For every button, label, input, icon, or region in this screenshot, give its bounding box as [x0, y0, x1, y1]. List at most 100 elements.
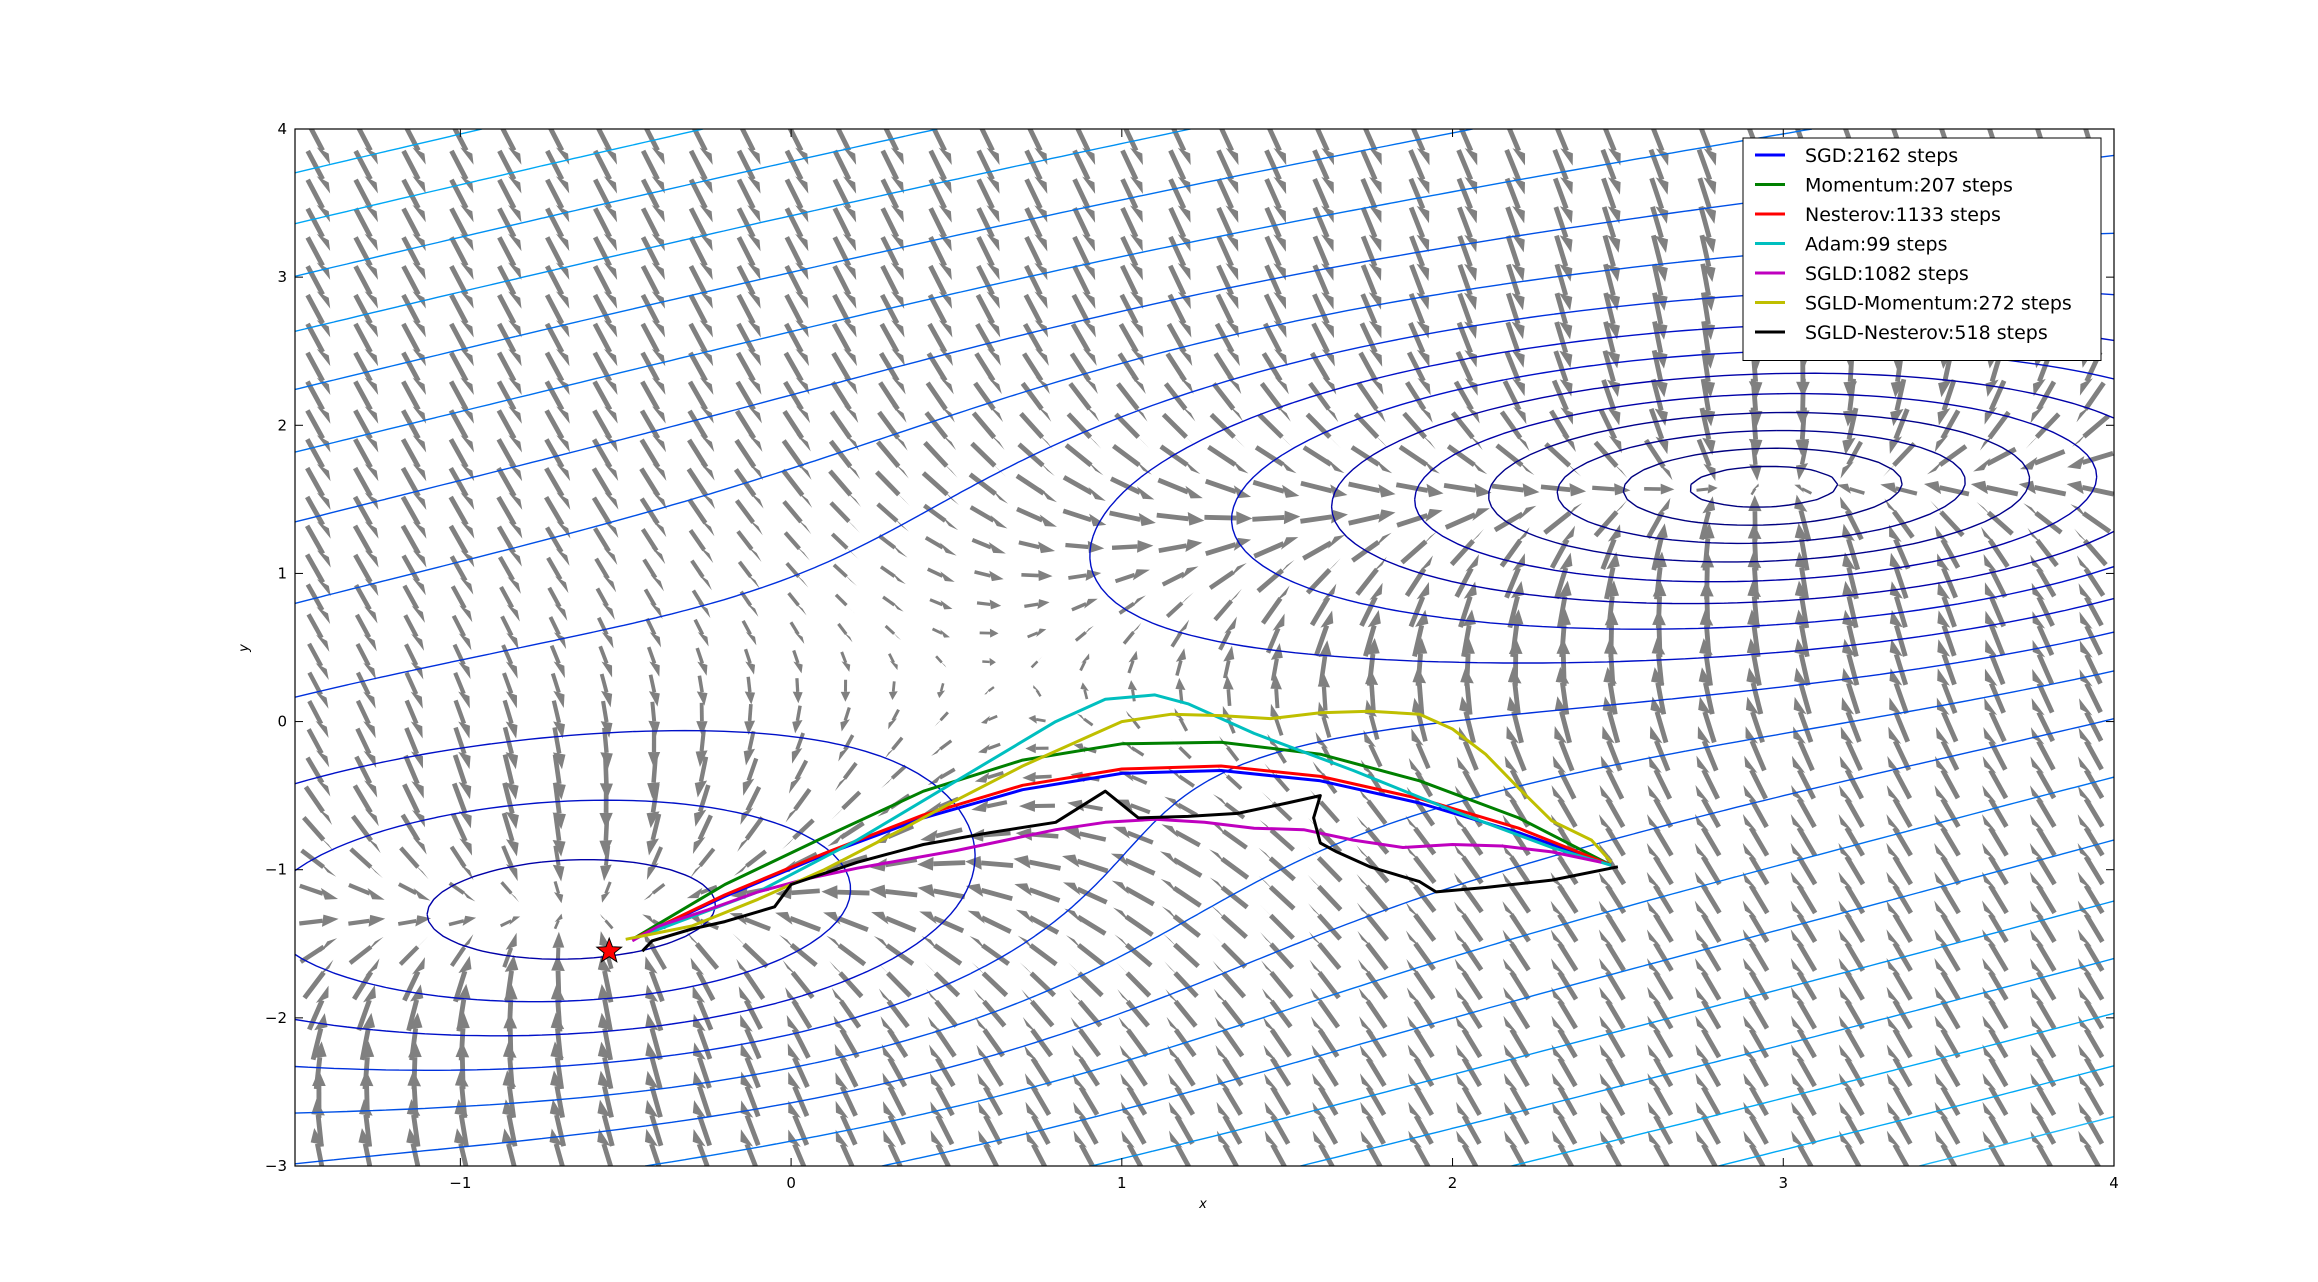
- quiver-arrow: [1081, 653, 1090, 670]
- quiver-arrow: [968, 911, 1011, 932]
- quiver-arrow: [1158, 480, 1202, 498]
- quiver-arrow: [878, 442, 909, 479]
- quiver-arrow: [1064, 477, 1106, 501]
- quiver-arrow: [2020, 451, 2065, 469]
- quiver-arrow: [1646, 440, 1672, 480]
- quiver-arrow: [978, 744, 1000, 753]
- quiver-arrow: [823, 912, 868, 930]
- quiver-arrow: [789, 593, 807, 615]
- quiver-arrow: [870, 885, 918, 899]
- quiver-arrow: [549, 588, 567, 621]
- y-tick-label: −3: [265, 1157, 287, 1175]
- quiver-arrow: [300, 886, 338, 900]
- quiver-arrow: [1271, 643, 1283, 681]
- quiver-arrow: [643, 529, 665, 564]
- quiver-arrow: [786, 789, 810, 822]
- quiver-arrow: [741, 592, 758, 617]
- quiver-arrow: [972, 540, 1005, 554]
- quiver-arrow: [878, 504, 909, 532]
- quiver-arrow: [1212, 933, 1246, 967]
- quiver-arrow: [1017, 476, 1057, 502]
- quiver-arrow: [1349, 509, 1396, 523]
- quiver-arrow: [1223, 646, 1234, 678]
- quiver-arrow: [972, 443, 1006, 477]
- quiver-arrow: [692, 561, 712, 591]
- quiver-arrow: [1446, 508, 1490, 527]
- quiver-arrow: [1215, 589, 1242, 620]
- quiver-arrow: [834, 565, 857, 586]
- quiver-arrow: [883, 597, 904, 612]
- quiver-arrow: [785, 533, 810, 561]
- quiver-arrow: [1357, 557, 1387, 595]
- y-tick-label: 3: [277, 268, 287, 286]
- quiver-arrow: [886, 626, 901, 640]
- quiver-arrow: [881, 766, 905, 788]
- x-tick-label: 3: [1778, 1174, 1788, 1192]
- quiver-arrow: [1211, 905, 1247, 937]
- quiver-arrow: [1924, 481, 1969, 494]
- quiver-arrow: [1072, 599, 1098, 610]
- quiver-arrow: [597, 589, 615, 621]
- quiver-arrow: [600, 728, 613, 769]
- quiver-arrow: [599, 618, 614, 649]
- quiver-arrow: [645, 589, 662, 619]
- quiver-arrow: [1111, 854, 1155, 874]
- quiver-arrow: [831, 792, 859, 820]
- quiver-arrow: [830, 471, 861, 507]
- quiver-arrow: [348, 915, 385, 927]
- quiver-arrow: [1017, 509, 1057, 527]
- quiver-arrow: [738, 531, 762, 562]
- y-tick-label: 1: [277, 564, 287, 582]
- quiver-arrow: [889, 681, 898, 700]
- legend-label-7: SGLD-Nesterov:518 steps: [1805, 322, 2048, 344]
- quiver-arrow: [1115, 569, 1149, 581]
- quiver-arrow: [1308, 875, 1341, 910]
- quiver-arrow: [1541, 483, 1586, 496]
- quiver-arrow: [779, 935, 816, 965]
- quiver-arrow: [980, 629, 999, 638]
- quiver-arrow: [1019, 800, 1055, 812]
- quiver-arrow: [745, 649, 755, 674]
- quiver-arrow: [1161, 824, 1199, 845]
- quiver-arrow: [821, 885, 869, 899]
- quiver-arrow: [793, 650, 802, 673]
- quiver-arrow: [648, 729, 660, 768]
- quiver-arrow: [1259, 904, 1293, 938]
- quiver-arrow: [601, 882, 610, 903]
- quiver-arrow: [1837, 484, 1864, 494]
- quiver-arrow: [841, 652, 850, 672]
- quiver-arrow: [301, 938, 337, 962]
- quiver-arrow: [744, 731, 755, 765]
- quiver-arrow: [1206, 481, 1251, 498]
- quiver-arrow: [1076, 626, 1094, 641]
- quiver-arrow: [644, 884, 665, 900]
- quiver-arrow: [600, 646, 612, 677]
- quiver-arrow: [1263, 585, 1290, 623]
- quiver-arrow: [1883, 444, 1914, 477]
- x-axis-label: x: [1198, 1197, 1207, 1212]
- quiver-arrow: [1174, 708, 1186, 731]
- quiver-arrow: [690, 530, 713, 563]
- y-tick-label: −2: [265, 1009, 287, 1027]
- quiver-arrow: [1112, 881, 1154, 905]
- quiver-arrow: [1016, 910, 1058, 933]
- quiver-arrow: [550, 617, 566, 649]
- quiver-arrow: [1492, 483, 1540, 497]
- quiver-arrow: [1752, 483, 1759, 494]
- quiver-arrow: [789, 761, 806, 794]
- quiver-arrow: [2026, 414, 2059, 449]
- quiver-arrow: [1068, 962, 1102, 996]
- quiver-arrow: [1066, 445, 1103, 475]
- quiver-arrow: [644, 560, 664, 592]
- quiver-arrow: [1116, 800, 1150, 813]
- quiver-arrow: [1120, 595, 1146, 613]
- quiver-arrow: [1066, 935, 1104, 965]
- quiver-arrow: [982, 658, 996, 666]
- quiver-arrow: [1206, 538, 1251, 554]
- quiver-arrow: [1980, 412, 2009, 450]
- y-tick-label: 4: [277, 120, 287, 138]
- quiver-arrow: [838, 735, 852, 761]
- quiver-arrow: [2023, 503, 2061, 532]
- quiver-arrow: [350, 937, 384, 963]
- quiver-arrow: [1160, 851, 1201, 875]
